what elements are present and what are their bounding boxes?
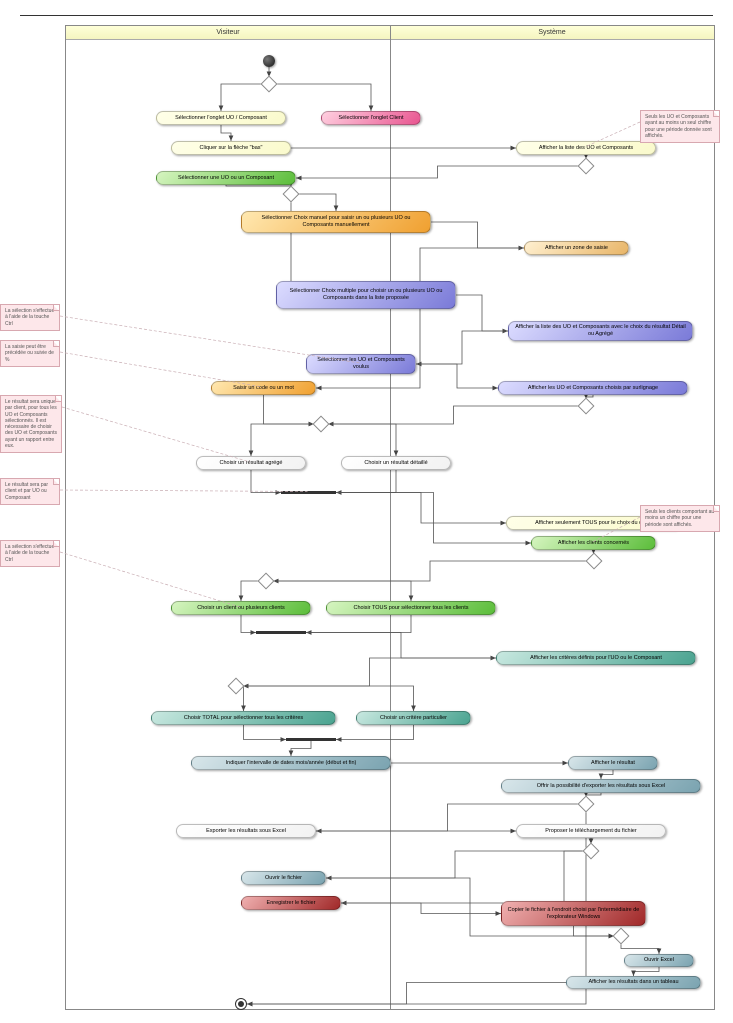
node-d2	[578, 158, 595, 175]
note-noteL1: La sélection s'effectue à l'aide de la t…	[0, 304, 60, 331]
note-noteL4: Le résultat sera par client et par UO ou…	[0, 478, 60, 505]
lane-header-right: Système	[390, 26, 714, 40]
note-noteL3: Le résultat sera unique par client, pour…	[0, 395, 62, 453]
node-n_initial	[263, 55, 275, 67]
node-n21: Choisir un critère particulier	[356, 711, 471, 725]
node-bar1	[281, 491, 336, 494]
lane-header-left: Visiteur	[66, 26, 390, 40]
node-n23: Afficher le résultat	[568, 756, 658, 770]
node-n14: Choisir un résultat détaillé	[341, 456, 451, 470]
node-n6: Sélectionner Choix manuel pour saisir un…	[241, 211, 431, 233]
node-final	[235, 998, 247, 1010]
node-bar3	[286, 738, 336, 741]
node-n28: Enregistrer le fichier	[241, 896, 341, 910]
note-noteL5: La sélection s'effectue à l'aide de la t…	[0, 540, 60, 567]
node-n19: Afficher les critères définis pour l'UO …	[496, 651, 696, 665]
node-n12: Afficher les UO et Composants choisis pa…	[498, 381, 688, 395]
node-n30: Ouvrir Excel	[624, 954, 694, 967]
node-d8	[228, 678, 245, 695]
node-n29: Copier le fichier à l'endroit choisi par…	[501, 901, 646, 926]
note-noteL2: La saisie peut être précédée ou suivie d…	[0, 340, 60, 367]
note-noteR2: Seuls les clients comportant au moins un…	[640, 505, 720, 532]
node-d9	[578, 796, 595, 813]
node-d4	[578, 398, 595, 415]
node-bar2	[256, 631, 306, 634]
node-n20: Choisir TOTAL pour sélectionner tous les…	[151, 711, 336, 725]
node-n27: Ouvrir le fichier	[241, 871, 326, 885]
node-n26: Proposer le téléchargement du fichier	[516, 824, 666, 838]
node-n11: Saisir un code ou un mot	[211, 381, 316, 395]
node-n13: Choisir un résultat agrégé	[196, 456, 306, 470]
node-n9: Afficher la liste des UO et Composants a…	[508, 321, 693, 341]
node-d1	[261, 76, 278, 93]
lane-divider	[390, 26, 391, 1009]
node-d7	[258, 573, 275, 590]
node-n10: Sélectionner les UO et Composants voulus	[306, 354, 416, 374]
swimlane-container: Visiteur Système Sélectionner l'onglet U…	[65, 25, 715, 1010]
node-d3	[283, 186, 300, 203]
node-n4: Afficher la liste des UO et Composants	[516, 141, 656, 155]
node-n2: Sélectionner l'onglet Client	[321, 111, 421, 125]
node-n3: Cliquer sur la flèche "bas"	[171, 141, 291, 155]
node-n22: Indiquer l'intervalle de dates mois/anné…	[191, 756, 391, 770]
node-n1: Sélectionner l'onglet UO / Composant	[156, 111, 286, 125]
node-d11	[613, 928, 630, 945]
node-n7: Afficher un zone de saisie	[524, 241, 629, 255]
note-noteR1: Seuls les UO et Composants ayant au moin…	[640, 110, 720, 143]
node-n8: Sélectionner Choix multiple pour choisir…	[276, 281, 456, 309]
node-n18: Choisir TOUS pour sélectionner tous les …	[326, 601, 496, 615]
node-n16: Afficher les clients concernés	[531, 536, 656, 550]
node-d6	[586, 553, 603, 570]
node-n5: Sélectionner une UO ou un Composant	[156, 171, 296, 185]
node-n31: Afficher les résultats dans un tableau	[566, 976, 701, 989]
node-d10	[583, 843, 600, 860]
node-n25: Exporter les résultats sous Excel	[176, 824, 316, 838]
node-n24: Offrir la possibilité d'exporter les rés…	[501, 779, 701, 793]
node-n17: Choisir un client ou plusieurs clients	[171, 601, 311, 615]
node-d5	[313, 416, 330, 433]
